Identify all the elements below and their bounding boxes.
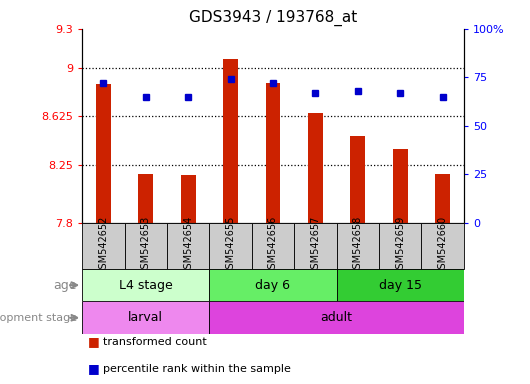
Text: L4 stage: L4 stage (119, 279, 173, 291)
Text: GSM542655: GSM542655 (226, 216, 235, 275)
Bar (350, 136, 365, 223)
Bar (294, 223, 337, 269)
Text: ■: ■ (87, 362, 99, 375)
Text: GSM542660: GSM542660 (438, 216, 447, 275)
Bar (209, 301, 464, 334)
Bar (308, 113, 323, 223)
Text: GSM542654: GSM542654 (183, 216, 193, 275)
Bar (209, 269, 337, 301)
Text: day 6: day 6 (255, 279, 290, 291)
Text: GSM542653: GSM542653 (141, 216, 151, 275)
Text: GSM542656: GSM542656 (268, 216, 278, 275)
Text: adult: adult (321, 311, 352, 324)
Bar (266, 83, 280, 223)
Bar (337, 269, 464, 301)
Text: percentile rank within the sample: percentile rank within the sample (103, 364, 291, 374)
Text: age: age (54, 279, 77, 291)
Bar (181, 175, 196, 223)
Bar (337, 223, 379, 269)
Bar (96, 84, 111, 223)
Text: larval: larval (128, 311, 163, 324)
Text: transformed count: transformed count (103, 337, 207, 347)
Text: development stage: development stage (0, 313, 77, 323)
Bar (393, 149, 408, 223)
Bar (167, 223, 209, 269)
Title: GDS3943 / 193768_at: GDS3943 / 193768_at (189, 10, 357, 26)
Bar (138, 174, 153, 223)
Bar (125, 223, 167, 269)
Bar (82, 301, 209, 334)
Text: GSM542659: GSM542659 (395, 216, 405, 275)
Text: GSM542657: GSM542657 (311, 216, 320, 275)
Bar (223, 58, 238, 223)
Bar (379, 223, 421, 269)
Bar (82, 223, 125, 269)
Text: ■: ■ (87, 335, 99, 348)
Bar (435, 174, 450, 223)
Text: GSM542652: GSM542652 (99, 216, 108, 275)
Bar (209, 223, 252, 269)
Text: day 15: day 15 (378, 279, 422, 291)
Text: GSM542658: GSM542658 (353, 216, 363, 275)
Bar (252, 223, 294, 269)
Bar (421, 223, 464, 269)
Bar (82, 269, 209, 301)
